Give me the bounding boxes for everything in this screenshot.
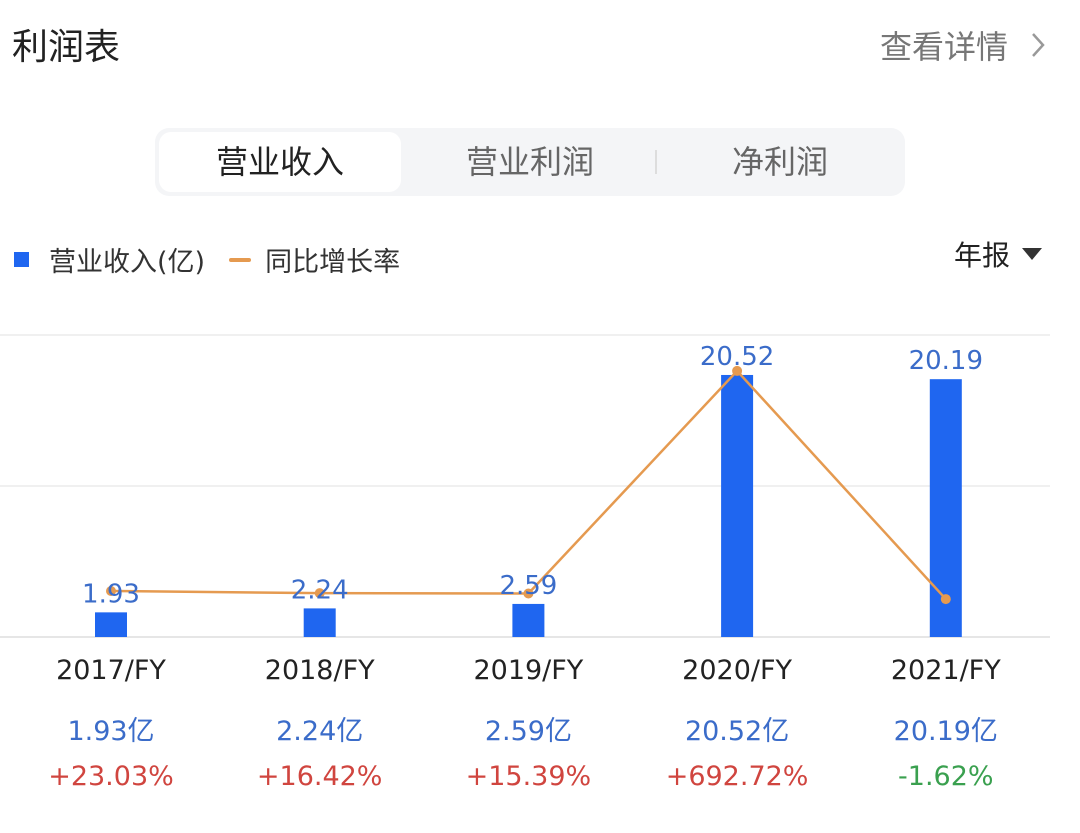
period-dropdown[interactable]: 年报: [954, 234, 1042, 274]
revenue-value: 20.52亿: [684, 716, 790, 747]
tab-operating-profit[interactable]: 营业利润: [465, 143, 594, 181]
revenue-value: 1.93亿: [67, 716, 155, 747]
caret-down-icon: [1022, 248, 1042, 260]
revenue-value-row: 1.93亿 2.24亿 2.59亿 20.52亿 20.19亿: [0, 709, 1080, 749]
bar-value-label: 20.19: [909, 346, 983, 376]
x-tick-label: 2018/FY: [264, 655, 375, 686]
x-tick-label: 2020/FY: [682, 655, 793, 686]
growth-rate-row: +23.03% +16.42% +15.39% +692.72% -1.62%: [0, 761, 1080, 801]
chart-legend: 营业收入(亿) 同比增长率: [14, 240, 400, 279]
bar: [303, 608, 336, 637]
period-label: 年报: [953, 239, 1010, 272]
revenue-value: 20.19亿: [893, 716, 998, 747]
x-tick-label: 2019/FY: [473, 655, 584, 686]
growth-rate: +692.72%: [665, 761, 809, 792]
growth-point: [523, 588, 534, 599]
x-tick-label: 2021/FY: [890, 655, 1001, 686]
tab-net-profit[interactable]: 净利润: [655, 132, 901, 192]
view-details-link[interactable]: 查看详情: [880, 22, 1046, 68]
page-title: 利润表: [12, 27, 121, 68]
bar: [721, 374, 754, 637]
legend-bar-label: 营业收入(亿): [49, 247, 206, 278]
bar: [512, 603, 545, 637]
bar-value-label: 2.59: [499, 571, 557, 601]
metric-tabs: 营业收入 营业利润 净利润: [155, 128, 905, 196]
bar-value-label: 20.52: [700, 342, 774, 372]
bar: [929, 379, 962, 637]
tab-operating-revenue[interactable]: 营业收入: [159, 132, 401, 192]
view-details-label: 查看详情: [879, 28, 1008, 66]
growth-rate: +16.42%: [256, 761, 383, 792]
bar-value-label: 1.93: [82, 579, 140, 609]
growth-rate: -1.62%: [898, 761, 994, 792]
bar: [95, 612, 127, 637]
legend-line-label: 同比增长率: [265, 247, 401, 278]
growth-point: [732, 365, 743, 376]
growth-rate: +15.39%: [465, 761, 592, 792]
bar-value-label: 2.24: [291, 575, 349, 605]
growth-point: [940, 594, 951, 605]
growth-rate: +23.03%: [48, 761, 174, 792]
growth-point: [106, 585, 116, 596]
bar-legend-swatch-icon: [14, 252, 29, 267]
revenue-value: 2.59亿: [484, 716, 572, 747]
growth-line: [110, 369, 947, 600]
x-tick-label: 2017/FY: [56, 655, 166, 686]
x-axis-labels: 2017/FY 2018/FY 2019/FY 2020/FY 2021/FY: [0, 655, 1080, 695]
revenue-value: 2.24亿: [276, 716, 364, 747]
growth-point: [314, 588, 325, 599]
chevron-right-icon: [1032, 33, 1045, 57]
line-legend-swatch-icon: [229, 257, 252, 262]
